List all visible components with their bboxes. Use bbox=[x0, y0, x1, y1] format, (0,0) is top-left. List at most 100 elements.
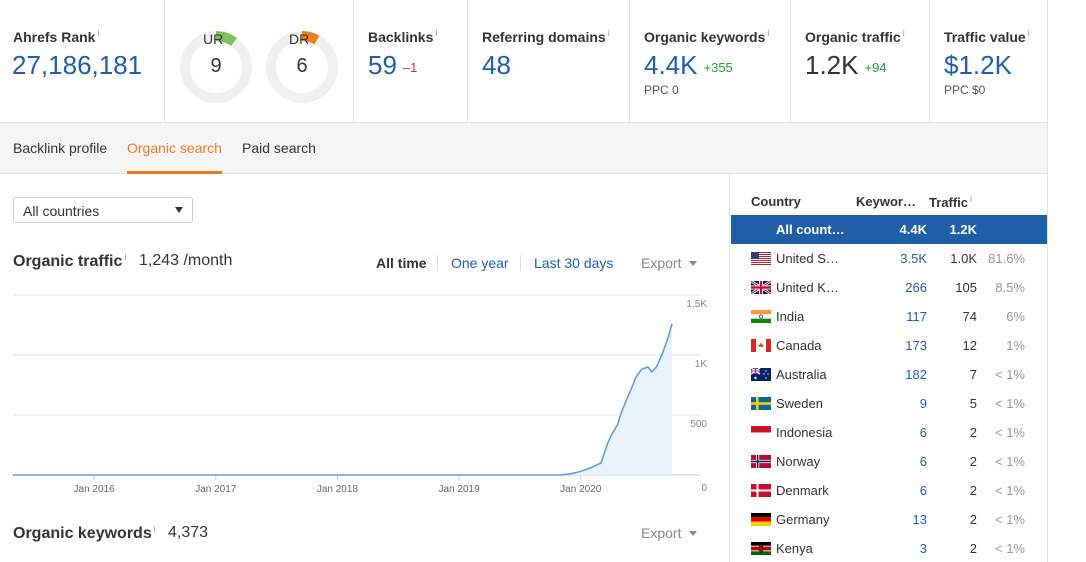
keywords-count[interactable]: 6 bbox=[919, 425, 927, 440]
table-row[interactable]: United S… 3.5K 1.0K 81.6% bbox=[731, 244, 1048, 273]
country-name: India bbox=[776, 309, 805, 324]
metric-value[interactable]: 48 bbox=[482, 50, 511, 80]
tab-organic-search[interactable]: Organic search bbox=[127, 140, 222, 156]
info-icon[interactable]: i bbox=[224, 30, 227, 40]
info-icon[interactable]: i bbox=[970, 194, 973, 204]
export-traffic-button[interactable]: Export bbox=[641, 255, 698, 271]
denmark-flag-icon bbox=[751, 484, 771, 497]
info-icon[interactable]: i bbox=[310, 30, 313, 40]
metric-delta: +94 bbox=[864, 60, 887, 75]
metric-sub: PPC 0 bbox=[644, 83, 679, 97]
country-select[interactable]: All countries bbox=[13, 197, 193, 223]
uk-flag-icon bbox=[750, 279, 772, 296]
column-header-keywords[interactable]: Keywor… bbox=[856, 194, 916, 209]
table-row[interactable]: Norway 6 2 < 1% bbox=[731, 447, 1048, 476]
dr-value: 6 bbox=[296, 55, 308, 77]
country-name: All count… bbox=[776, 222, 845, 237]
organic-traffic-chart[interactable]: 1.5K 1K 500 0 Jan 2016 Jan 2017 Jan 2018 Jan 20… bbox=[0, 290, 720, 500]
tab-paid-search[interactable]: Paid search bbox=[242, 140, 316, 156]
table-row-selected[interactable]: All count… 4.4K 1.2K bbox=[731, 215, 1048, 244]
keywords-count[interactable]: 3 bbox=[919, 541, 927, 556]
metric-ur-dr: URi 9 DRi 6 bbox=[164, 0, 353, 123]
keywords-count[interactable]: 9 bbox=[919, 396, 927, 411]
organic-traffic-value: 1,243 /month bbox=[139, 252, 233, 269]
table-row[interactable]: Indonesia 6 2 < 1% bbox=[731, 418, 1048, 447]
traffic-count: 12 bbox=[962, 338, 977, 353]
range-divider bbox=[437, 255, 438, 271]
x-tick-label: Jan 2020 bbox=[560, 484, 602, 495]
scrollbar-track[interactable] bbox=[1047, 0, 1048, 562]
tab-backlink-profile[interactable]: Backlink profile bbox=[13, 140, 108, 156]
range-one-year[interactable]: One year bbox=[451, 255, 509, 271]
traffic-percent: 8.5% bbox=[995, 280, 1025, 295]
x-tick-label: Jan 2018 bbox=[317, 484, 359, 495]
country-name: Australia bbox=[776, 367, 827, 382]
traffic-percent: < 1% bbox=[995, 541, 1025, 556]
export-keywords-button[interactable]: Export bbox=[641, 525, 698, 541]
ur-gauge-ring bbox=[180, 31, 252, 103]
backlinks-value-link[interactable]: 59 bbox=[368, 50, 397, 80]
traffic-count: 2 bbox=[969, 512, 977, 527]
organic-keywords-value-link[interactable]: 4.4K bbox=[644, 50, 698, 80]
table-row[interactable]: Germany 13 2 < 1% bbox=[731, 505, 1048, 534]
table-row[interactable]: Australia 182 7 < 1% bbox=[731, 360, 1048, 389]
info-icon[interactable]: i bbox=[902, 28, 905, 38]
table-row[interactable]: Sweden 9 5 < 1% bbox=[731, 389, 1048, 418]
organic-keywords-title: Organic keywords i bbox=[13, 524, 156, 542]
keywords-count[interactable]: 173 bbox=[905, 338, 927, 353]
metric-label: Traffic value i bbox=[944, 28, 1030, 45]
range-divider bbox=[520, 255, 521, 271]
keywords-count[interactable]: 6 bbox=[919, 454, 927, 469]
keywords-count[interactable]: 3.5K bbox=[900, 251, 927, 266]
metric-referring-domains: Referring domains i 48 bbox=[467, 0, 629, 123]
traffic-percent: < 1% bbox=[995, 454, 1025, 469]
organic-keywords-value: 4,373 bbox=[168, 524, 209, 541]
table-row[interactable]: India 117 74 6% bbox=[731, 302, 1048, 331]
metric-label: Referring domains i bbox=[482, 28, 610, 45]
keywords-count[interactable]: 117 bbox=[906, 309, 927, 324]
metric-value[interactable]: $1.2K bbox=[944, 50, 1012, 80]
norway-flag-icon bbox=[751, 455, 771, 468]
x-tick-label: Jan 2017 bbox=[195, 484, 237, 495]
info-icon[interactable]: i bbox=[97, 28, 100, 38]
table-row[interactable]: Kenya 3 2 < 1% bbox=[731, 534, 1048, 562]
keywords-count[interactable]: 13 bbox=[912, 512, 927, 527]
metric-value: 4.4K +355 bbox=[644, 50, 733, 81]
range-all-time[interactable]: All time bbox=[376, 255, 427, 271]
sweden-flag-icon bbox=[751, 397, 771, 410]
keywords-count[interactable]: 6 bbox=[919, 483, 927, 498]
ur-label: URi bbox=[203, 30, 227, 47]
range-last-30-days[interactable]: Last 30 days bbox=[534, 255, 614, 271]
organic-traffic-title: Organic traffic i bbox=[13, 252, 127, 270]
dr-gauge[interactable]: DRi 6 bbox=[265, 30, 339, 104]
traffic-count: 2 bbox=[969, 425, 977, 440]
column-header-country[interactable]: Country bbox=[751, 194, 801, 209]
info-icon[interactable]: i bbox=[767, 28, 770, 38]
ur-gauge[interactable]: URi 9 bbox=[179, 30, 253, 104]
country-name: Norway bbox=[776, 454, 821, 469]
metric-value: 59 –1 bbox=[368, 50, 417, 81]
dr-label: DRi bbox=[289, 30, 313, 47]
table-row[interactable]: Canada 173 12 1% bbox=[731, 331, 1048, 360]
metric-value[interactable]: 27,186,181 bbox=[12, 50, 143, 80]
country-name: Denmark bbox=[776, 483, 829, 498]
keywords-count[interactable]: 4.4K bbox=[899, 222, 927, 237]
keywords-count[interactable]: 266 bbox=[905, 280, 927, 295]
traffic-area bbox=[13, 323, 672, 475]
report-tabs: Backlink profile Organic search Paid sea… bbox=[0, 123, 1047, 174]
traffic-count: 74 bbox=[962, 309, 977, 324]
metric-delta: –1 bbox=[402, 60, 418, 75]
info-icon[interactable]: i bbox=[607, 28, 610, 38]
traffic-percent: 1% bbox=[1006, 338, 1025, 353]
keywords-count[interactable]: 182 bbox=[905, 367, 927, 382]
info-icon[interactable]: i bbox=[124, 252, 127, 262]
traffic-percent: 6% bbox=[1006, 309, 1025, 324]
traffic-percent: < 1% bbox=[995, 367, 1025, 382]
info-icon[interactable]: i bbox=[1027, 28, 1030, 38]
table-row[interactable]: Denmark 6 2 < 1% bbox=[731, 476, 1048, 505]
column-header-traffic[interactable]: Traffic i bbox=[929, 194, 973, 210]
info-icon[interactable]: i bbox=[153, 524, 156, 534]
info-icon[interactable]: i bbox=[435, 28, 438, 38]
table-row[interactable]: United K… 266 105 8.5% bbox=[731, 273, 1048, 302]
x-tick-label: Jan 2016 bbox=[74, 484, 116, 495]
